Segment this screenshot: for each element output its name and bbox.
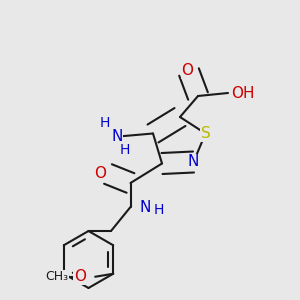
Text: S: S: [201, 126, 210, 141]
Text: H: H: [119, 143, 130, 157]
Text: O: O: [182, 63, 194, 78]
Text: N: N: [140, 200, 151, 214]
Text: OH: OH: [231, 85, 254, 100]
Text: H: H: [154, 203, 164, 217]
Text: H: H: [100, 116, 110, 130]
Text: O: O: [94, 167, 106, 182]
Text: CH₃: CH₃: [46, 270, 69, 283]
Text: O: O: [74, 269, 86, 284]
Text: N: N: [111, 129, 123, 144]
Text: N: N: [188, 154, 199, 169]
